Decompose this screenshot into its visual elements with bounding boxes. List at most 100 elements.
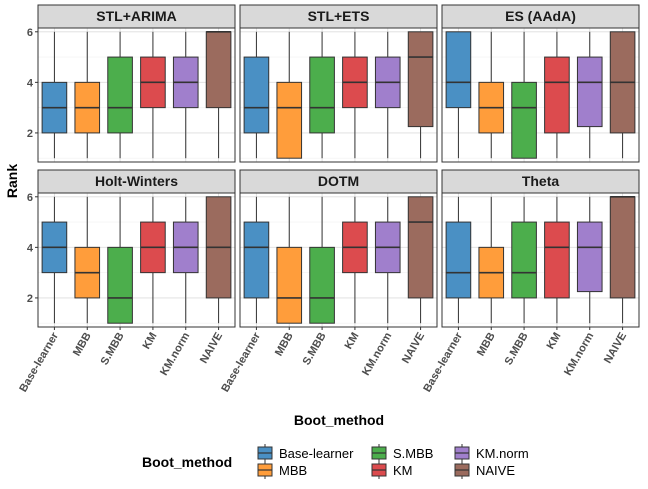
- box-iqr: [544, 56, 570, 134]
- box-km-norm: [576, 196, 603, 324]
- x-tick-label: KM.norm: [158, 330, 192, 377]
- box-iqr: [309, 246, 335, 324]
- box-mbb: [276, 31, 303, 159]
- x-tick-label: S.MBB: [503, 330, 531, 367]
- legend-label: S.MBB: [393, 446, 433, 461]
- panel-border: [441, 192, 640, 328]
- box-base-learner: [243, 196, 270, 324]
- legend-item-s-mbb: S.MBB: [371, 444, 433, 462]
- panel-background: [38, 28, 235, 162]
- box-iqr: [243, 221, 270, 299]
- y-axis-title: Rank: [4, 164, 20, 198]
- box-base-learner: [243, 31, 270, 159]
- panel-title: Holt-Winters: [95, 173, 178, 189]
- box-mbb: [276, 196, 303, 324]
- legend-title: Boot_method: [142, 454, 232, 470]
- panel-title: STL+ETS: [308, 8, 370, 24]
- box-km: [140, 196, 166, 324]
- x-tick-label: Base-learner: [219, 330, 263, 394]
- panel-background: [240, 193, 437, 327]
- box-s-mbb: [511, 196, 537, 324]
- panel-border: [37, 192, 236, 328]
- x-tick-label: S.MBB: [301, 330, 329, 367]
- y-tick-label: 6: [27, 192, 33, 204]
- box-s-mbb: [511, 31, 537, 159]
- panel-border: [239, 192, 438, 328]
- box-km-norm: [374, 31, 401, 159]
- panel-stl-arima: STL+ARIMA: [37, 4, 236, 163]
- box-km-norm: [172, 31, 199, 159]
- box-mbb: [478, 31, 505, 159]
- y-tick-label: 4: [27, 242, 34, 254]
- box-iqr: [511, 81, 537, 159]
- box-km: [342, 31, 368, 159]
- box-iqr: [544, 221, 570, 299]
- box-mbb: [74, 31, 101, 159]
- box-iqr: [576, 56, 603, 128]
- x-tick-label: MBB: [475, 330, 498, 358]
- x-tick-label: Base-learner: [17, 330, 61, 394]
- x-tick-label: S.MBB: [99, 330, 127, 367]
- legend-label: KM: [393, 463, 413, 478]
- box-mbb: [74, 196, 101, 324]
- box-km: [544, 31, 570, 159]
- x-tick-label: KM.norm: [562, 330, 596, 377]
- panel-border: [239, 27, 438, 163]
- x-tick-label: NAIVE: [198, 331, 225, 366]
- box-iqr: [445, 31, 472, 109]
- box-s-mbb: [309, 31, 335, 159]
- x-tick-label: NAIVE: [602, 331, 629, 366]
- box-iqr: [205, 31, 232, 109]
- box-iqr: [243, 56, 270, 134]
- box-base-learner: [445, 196, 472, 324]
- x-tick-label: KM: [545, 331, 564, 352]
- legend-label: Base-learner: [279, 446, 354, 461]
- legend: Boot_method Base-learner MBB S.MBB KM KM.nor…: [142, 444, 529, 479]
- box-s-mbb: [107, 196, 133, 324]
- box-naive: [205, 30, 232, 159]
- legend-item-naive: NAIVE: [454, 461, 515, 479]
- box-base-learner: [41, 196, 68, 324]
- box-naive: [407, 196, 434, 324]
- legend-label: NAIVE: [476, 463, 515, 478]
- box-naive: [609, 31, 636, 159]
- box-iqr: [576, 221, 603, 293]
- legend-item-km: KM: [371, 461, 413, 479]
- x-tick-label: MBB: [273, 330, 296, 358]
- box-naive: [407, 31, 434, 159]
- panel-holt-winters: Holt-Winters: [37, 169, 236, 328]
- panel-es-aada: ES (AAdA): [441, 4, 640, 163]
- box-mbb: [478, 196, 505, 324]
- legend-label: MBB: [279, 463, 307, 478]
- legend-item-mbb: MBB: [257, 461, 307, 479]
- box-km-norm: [374, 196, 401, 324]
- box-iqr: [445, 221, 472, 299]
- panel-background: [240, 28, 437, 162]
- legend-item-km-norm: KM.norm: [454, 444, 529, 462]
- box-iqr: [511, 221, 537, 299]
- panel-stl-ets: STL+ETS: [239, 4, 438, 163]
- panel-title: DOTM: [318, 173, 359, 189]
- x-axis-title: Boot_method: [294, 412, 384, 428]
- legend-item-base-learner: Base-learner: [257, 444, 354, 462]
- x-tick-label: KM: [343, 331, 362, 352]
- y-tick-label: 2: [27, 128, 33, 140]
- panel-title: Theta: [522, 173, 560, 189]
- x-tick-label: KM: [141, 331, 160, 352]
- box-base-learner: [41, 31, 68, 159]
- box-iqr: [107, 246, 133, 324]
- box-iqr: [609, 196, 636, 299]
- box-iqr: [407, 196, 434, 299]
- panel-theta: Theta: [441, 169, 640, 328]
- box-s-mbb: [107, 31, 133, 159]
- x-tick-label: NAIVE: [400, 331, 427, 366]
- y-tick-label: 4: [27, 77, 34, 89]
- panel-border: [37, 27, 236, 163]
- box-iqr: [107, 56, 133, 134]
- box-iqr: [276, 81, 303, 159]
- box-km-norm: [576, 31, 603, 159]
- box-km: [544, 196, 570, 324]
- panel-title: STL+ARIMA: [96, 8, 177, 24]
- panel-background: [442, 193, 639, 327]
